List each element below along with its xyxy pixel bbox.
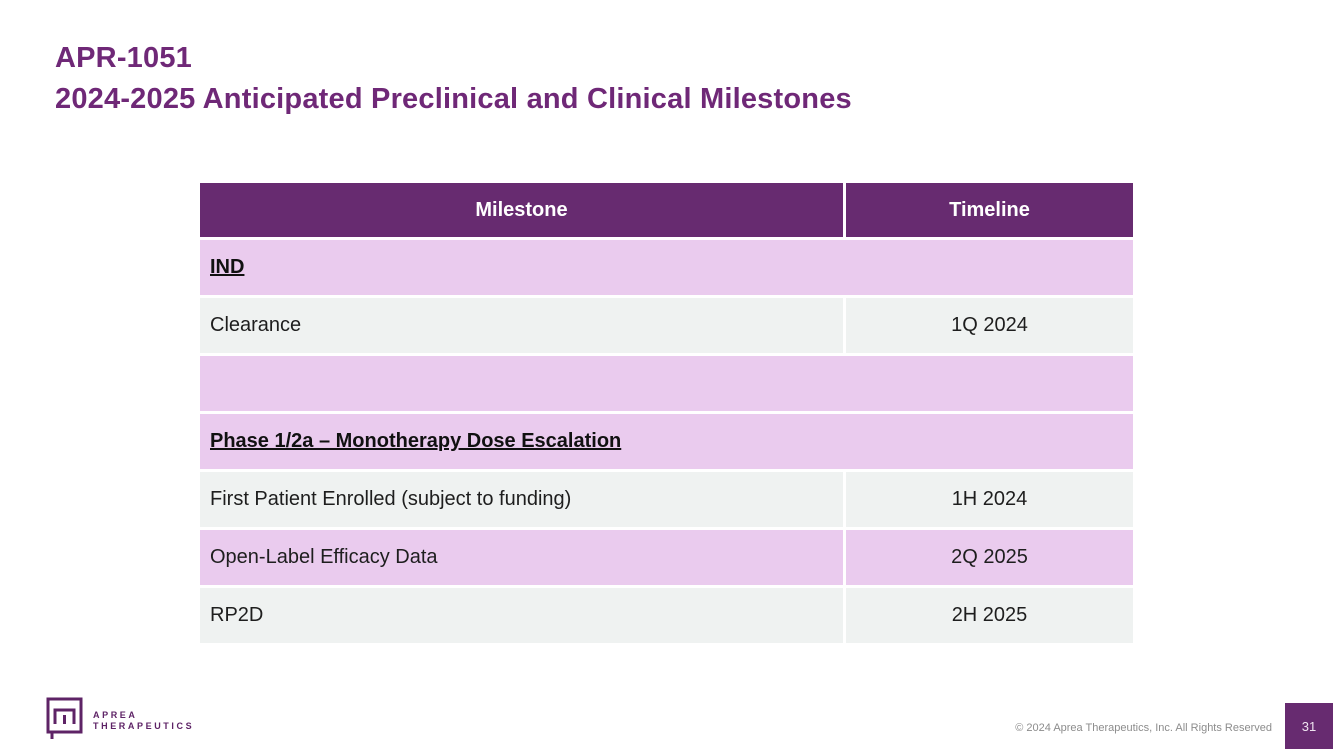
table-row: First Patient Enrolled (subject to fundi…	[200, 472, 1133, 527]
aprea-logo: APREA THERAPEUTICS	[46, 697, 194, 745]
logo-line-2: THERAPEUTICS	[93, 721, 195, 731]
aprea-logo-icon	[46, 697, 84, 745]
milestone-cell: IND	[200, 240, 1133, 295]
timeline-cell: 2H 2025	[846, 588, 1133, 643]
slide-title: APR-1051 2024-2025 Anticipated Preclinic…	[55, 38, 852, 120]
milestone-cell: First Patient Enrolled (subject to fundi…	[200, 472, 843, 527]
milestone-cell	[200, 356, 1133, 411]
title-line-1: APR-1051	[55, 42, 192, 74]
table-row: Phase 1/2a – Monotherapy Dose Escalation	[200, 414, 1133, 469]
table-row: RP2D 2H 2025	[200, 588, 1133, 643]
column-header-timeline: Timeline	[846, 183, 1133, 237]
milestone-cell: Clearance	[200, 298, 843, 353]
page-number-badge: 31	[1285, 703, 1333, 749]
logo-line-1: APREA	[93, 710, 138, 720]
table-body: IND Clearance 1Q 2024 Phase 1/2a – Monother…	[200, 240, 1133, 643]
copyright-text: © 2024 Aprea Therapeutics, Inc. All Righ…	[1015, 722, 1272, 734]
milestone-cell: Phase 1/2a – Monotherapy Dose Escalation	[200, 414, 1133, 469]
column-header-milestone: Milestone	[200, 183, 843, 237]
table-header-row: Milestone Timeline	[200, 183, 1133, 237]
table-row: IND	[200, 240, 1133, 295]
milestones-table: Milestone Timeline IND Clearance 1Q 2024 Ph…	[200, 183, 1133, 646]
table-row: Clearance 1Q 2024	[200, 298, 1133, 353]
milestone-cell: Open-Label Efficacy Data	[200, 530, 843, 585]
title-line-2: 2024-2025 Anticipated Preclinical and Cl…	[55, 83, 852, 115]
table-row	[200, 356, 1133, 411]
timeline-cell: 1H 2024	[846, 472, 1133, 527]
timeline-cell: 1Q 2024	[846, 298, 1133, 353]
aprea-logo-text: APREA THERAPEUTICS	[93, 710, 194, 732]
milestone-cell: RP2D	[200, 588, 843, 643]
table-row: Open-Label Efficacy Data 2Q 2025	[200, 530, 1133, 585]
page-number: 31	[1301, 718, 1317, 734]
timeline-cell: 2Q 2025	[846, 530, 1133, 585]
